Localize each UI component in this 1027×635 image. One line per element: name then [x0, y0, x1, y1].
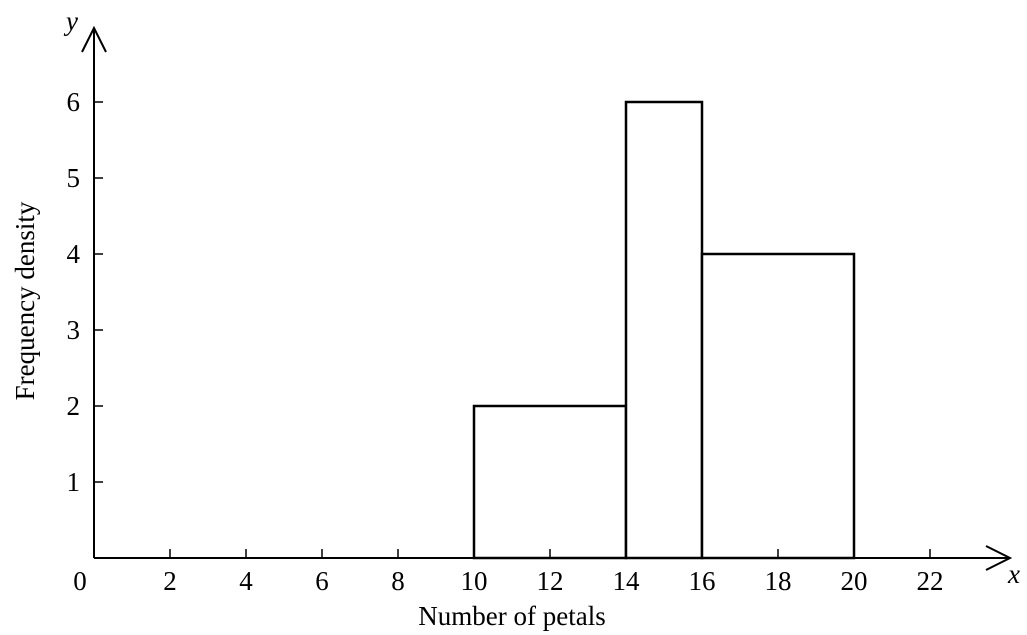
- x-tick-label: 8: [391, 566, 405, 596]
- y-axis-title: Frequency density: [10, 201, 40, 400]
- x-tick-label: 12: [537, 566, 564, 596]
- y-ticks-group: 1 2 3 4 5 6: [67, 87, 103, 497]
- x-tick-label: 18: [765, 566, 792, 596]
- x-tick-label: 20: [841, 566, 868, 596]
- y-axis-symbol: y: [63, 6, 78, 36]
- y-tick-label: 5: [67, 163, 81, 193]
- y-tick-label: 6: [67, 87, 81, 117]
- x-tick-label: 6: [315, 566, 329, 596]
- x-tick-label: 2: [163, 566, 177, 596]
- y-tick-label: 4: [67, 239, 81, 269]
- x-axis-title: Number of petals: [418, 601, 605, 631]
- y-tick-label: 3: [67, 315, 81, 345]
- x-axis-symbol: x: [1007, 559, 1020, 589]
- x-tick-label: 14: [613, 566, 641, 596]
- x-ticks-group: 2 4 6 8 10 12 14 16 18 20 22: [163, 549, 944, 596]
- histogram-bar-14-16: [624, 100, 704, 560]
- origin-label: 0: [73, 566, 87, 596]
- x-tick-label: 10: [461, 566, 488, 596]
- x-tick-label: 22: [917, 566, 944, 596]
- y-tick-label: 2: [67, 391, 81, 421]
- y-axis-arrow: [81, 25, 107, 53]
- histogram-bar-16-20: [700, 252, 856, 560]
- x-axis-arrow: [985, 545, 1013, 571]
- bars-group: [472, 100, 856, 560]
- histogram-bar-10-14: [472, 404, 628, 560]
- y-tick-label: 1: [67, 467, 81, 497]
- x-tick-label: 4: [239, 566, 253, 596]
- x-tick-label: 16: [689, 566, 716, 596]
